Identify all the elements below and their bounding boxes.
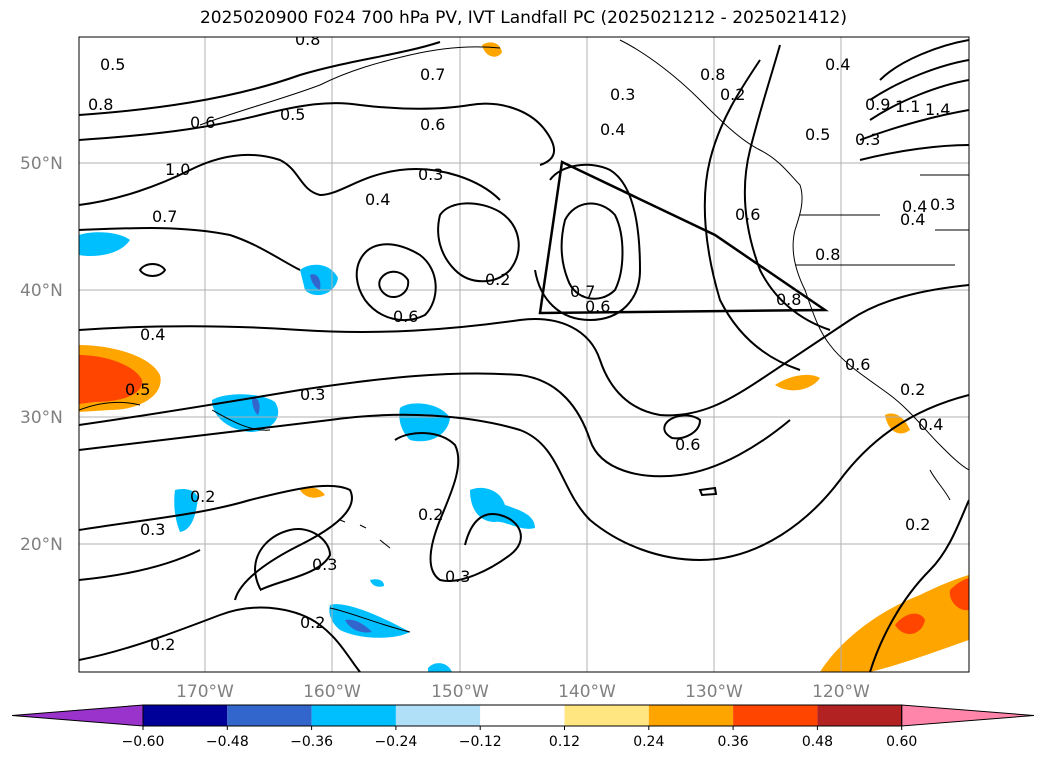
contour-label: 0.2 bbox=[720, 85, 745, 104]
contour-label: 0.2 bbox=[900, 380, 925, 399]
colorbar-segment bbox=[311, 705, 396, 726]
contour-label: 1.4 bbox=[925, 100, 950, 119]
contour-label: 0.6 bbox=[190, 113, 215, 132]
contour-label: 0.2 bbox=[300, 613, 325, 632]
contour-label: 0.2 bbox=[150, 635, 175, 654]
map-title: 2025020900 F024 700 hPa PV, IVT Landfall… bbox=[199, 8, 847, 28]
contour-label: 0.2 bbox=[190, 487, 215, 506]
landfall-region bbox=[538, 160, 829, 315]
lat-label: 20°N bbox=[20, 535, 63, 555]
colorbar-segment bbox=[143, 705, 228, 726]
colorbar-tick-label: −0.36 bbox=[290, 734, 333, 750]
colorbar-tick-label: 0.48 bbox=[802, 734, 833, 750]
contour-label: 0.8 bbox=[815, 245, 840, 264]
graticule bbox=[79, 37, 969, 672]
lat-label: 30°N bbox=[20, 408, 63, 428]
contour-label: 0.6 bbox=[585, 297, 610, 316]
contour-label: 0.8 bbox=[776, 290, 801, 309]
contour-label: 0.6 bbox=[675, 435, 700, 454]
contour-label: 0.6 bbox=[735, 205, 760, 224]
contour-label: 0.5 bbox=[100, 55, 125, 74]
colorbar-extend-high bbox=[901, 704, 1035, 727]
contour-label: 0.3 bbox=[445, 567, 470, 586]
longitude-labels: 170°W 160°W 150°W 140°W 130°W 120°W bbox=[176, 682, 870, 702]
contour-label: 0.4 bbox=[140, 325, 165, 344]
map-content: 0.5 0.8 0.6 0.5 0.7 0.6 0.3 0.4 0.3 0.4 … bbox=[79, 30, 969, 672]
colorbar-segment bbox=[564, 705, 649, 726]
contour-label: 0.3 bbox=[610, 85, 635, 104]
contour-label: 0.5 bbox=[805, 125, 830, 144]
contour-label: 0.8 bbox=[295, 30, 320, 49]
lat-label: 50°N bbox=[20, 154, 63, 174]
contour-label: 1.0 bbox=[165, 160, 190, 179]
colorbar-tick-label: −0.24 bbox=[374, 734, 417, 750]
contour-label: 0.3 bbox=[418, 165, 443, 184]
contour-label: 0.4 bbox=[900, 210, 925, 229]
lon-label: 130°W bbox=[685, 682, 743, 702]
colorbar-tick-label: 0.36 bbox=[718, 734, 749, 750]
contour-label: 0.5 bbox=[280, 105, 305, 124]
lon-label: 170°W bbox=[176, 682, 234, 702]
contour-label: 0.3 bbox=[140, 520, 165, 539]
contour-label: 0.7 bbox=[152, 207, 177, 226]
contour-label: 0.5 bbox=[125, 380, 150, 399]
contour-label: 0.3 bbox=[930, 195, 955, 214]
colorbar-segment bbox=[480, 705, 565, 726]
colorbar-outline bbox=[142, 704, 903, 727]
colorbar-tick-label: −0.48 bbox=[206, 734, 249, 750]
colorbar-tick-label: 0.12 bbox=[549, 734, 580, 750]
colorbar-tick-label: −0.12 bbox=[459, 734, 502, 750]
contour-label: 0.7 bbox=[420, 65, 445, 84]
contour-label: 0.3 bbox=[312, 555, 337, 574]
warm-anomaly-southeast bbox=[820, 575, 969, 672]
contour-label: 0.6 bbox=[393, 307, 418, 326]
contour-label: 1.1 bbox=[895, 97, 920, 116]
lon-label: 120°W bbox=[812, 682, 870, 702]
colorbar-tick-label: −0.60 bbox=[122, 734, 165, 750]
colorbar-tick-label: 0.24 bbox=[633, 734, 664, 750]
latitude-labels: 50°N 40°N 30°N 20°N bbox=[20, 154, 63, 555]
colorbar-tick-label: 0.60 bbox=[886, 734, 917, 750]
contour-label: 0.4 bbox=[918, 415, 943, 434]
contour-label: 0.3 bbox=[300, 385, 325, 404]
colorbar-segment bbox=[733, 705, 818, 726]
contour-labels: 0.5 0.8 0.6 0.5 0.7 0.6 0.3 0.4 0.3 0.4 … bbox=[88, 30, 955, 654]
contour-label: 0.2 bbox=[485, 270, 510, 289]
colorbar-segment bbox=[648, 705, 734, 726]
contour-label: 0.4 bbox=[825, 55, 850, 74]
colorbar-segment bbox=[395, 705, 481, 726]
colorbar-extend-low bbox=[11, 704, 144, 727]
contour-label: 0.4 bbox=[600, 120, 625, 139]
colorbar-segment bbox=[817, 705, 902, 726]
contour-label: 0.2 bbox=[905, 515, 930, 534]
contour-label: 0.8 bbox=[700, 65, 725, 84]
contour-label: 0.4 bbox=[365, 190, 390, 209]
contour-label: 0.4 bbox=[902, 197, 927, 216]
lon-label: 160°W bbox=[303, 682, 361, 702]
pv-contours bbox=[79, 39, 969, 672]
lon-label: 140°W bbox=[558, 682, 616, 702]
ivt-contours bbox=[79, 401, 411, 633]
shaded-fields bbox=[79, 42, 969, 672]
contour-label: 0.2 bbox=[418, 505, 443, 524]
map-frame bbox=[78, 36, 970, 673]
contour-label: 0.6 bbox=[420, 115, 445, 134]
contour-label: 0.9 bbox=[865, 95, 890, 114]
contour-label: 0.6 bbox=[845, 355, 870, 374]
lat-label: 40°N bbox=[20, 281, 63, 301]
contour-label: 0.8 bbox=[88, 95, 113, 114]
contour-label: 0.3 bbox=[855, 130, 880, 149]
colorbar-segment bbox=[227, 705, 312, 726]
colorbar: −0.60 −0.48 −0.36 −0.24 −0.12 0.12 0.24 0.36 0.4… bbox=[11, 704, 1035, 750]
lon-label: 150°W bbox=[431, 682, 489, 702]
contour-label: 0.7 bbox=[570, 282, 595, 301]
